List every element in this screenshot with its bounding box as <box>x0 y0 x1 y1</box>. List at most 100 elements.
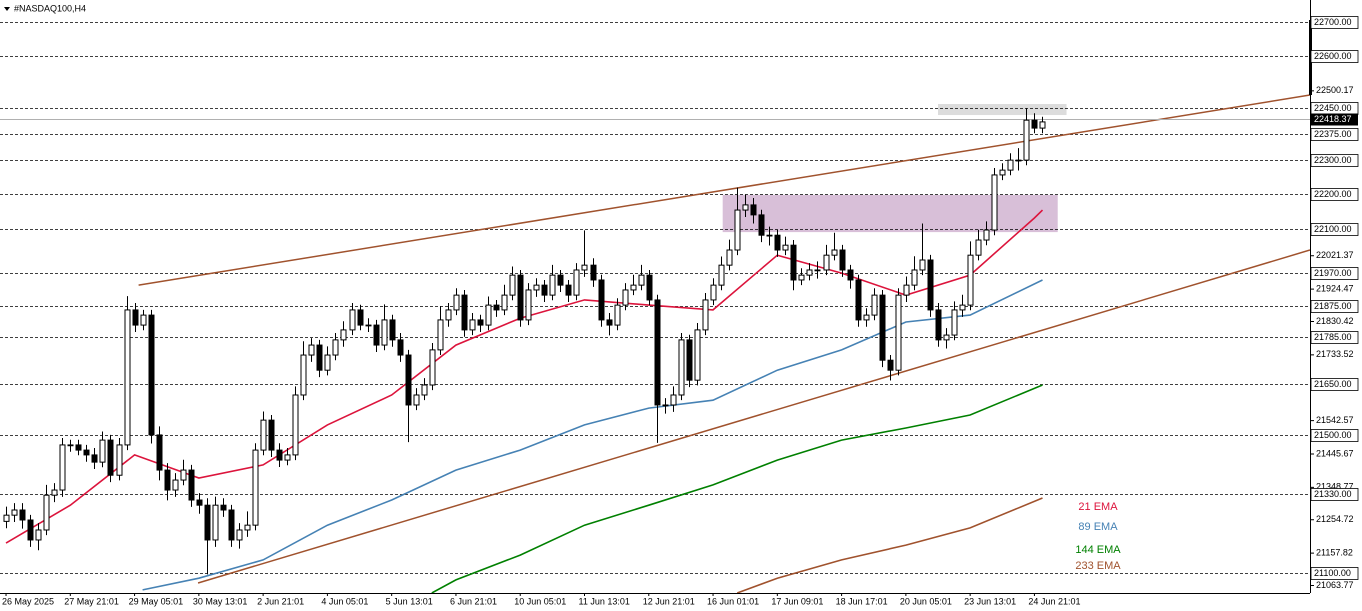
candle-body <box>349 309 356 331</box>
trend-line <box>138 94 1310 286</box>
candle-body <box>831 249 838 256</box>
candle-body <box>140 314 147 326</box>
candle-body <box>911 269 918 286</box>
candle-body <box>373 324 380 346</box>
ema-line <box>5 209 1044 544</box>
candle-body <box>750 204 757 216</box>
candle-body <box>967 254 974 306</box>
candle-body <box>51 489 58 496</box>
plot-area <box>0 22 1310 593</box>
y-tick-label: 21445.67 <box>1316 448 1354 458</box>
y-tick-label: 21157.82 <box>1316 547 1353 557</box>
candle-body <box>903 284 910 296</box>
legend-entry: 89 EMA <box>1078 521 1118 533</box>
x-tick-label: 24 Jun 21:01 <box>1028 596 1080 606</box>
y-tick-label: 21100.00 <box>1314 568 1351 578</box>
candle-body <box>879 294 886 361</box>
y-tick-box <box>1310 223 1359 236</box>
candle-body <box>622 289 629 306</box>
candle-body <box>1015 159 1022 162</box>
candle-body <box>565 284 572 296</box>
candle-body <box>91 454 98 463</box>
y-tick-label: 21650.00 <box>1314 379 1352 389</box>
candle-body <box>549 274 556 296</box>
candle-body <box>164 469 171 491</box>
candle-body <box>284 454 291 461</box>
x-tick-label: 10 Jun 05:01 <box>514 596 566 606</box>
candle-body <box>646 274 653 301</box>
candle-body <box>718 264 725 286</box>
candle-body <box>220 504 227 511</box>
candle-body <box>485 304 492 326</box>
candle-body <box>212 504 219 541</box>
ema-line <box>736 497 1043 593</box>
candle-body <box>332 339 339 356</box>
candle-body <box>774 234 781 251</box>
y-tick-box <box>1310 50 1359 63</box>
candle-body <box>357 309 364 326</box>
x-tick-label: 6 Jun 21:01 <box>450 596 497 606</box>
candle-body <box>742 204 749 211</box>
x-tick-label: 30 May 13:01 <box>193 596 248 606</box>
candle-body <box>308 344 315 356</box>
candle-body <box>429 349 436 386</box>
candle-body <box>59 444 66 491</box>
y-tick-box <box>1310 429 1359 442</box>
last-price-box <box>1311 113 1358 126</box>
y-tick-label: 21733.52 <box>1316 349 1354 359</box>
candle-body <box>83 449 90 456</box>
y-tick-box <box>1310 188 1359 201</box>
candle-body <box>541 284 548 296</box>
candle-body <box>557 274 564 286</box>
y-tick-label: 22300.00 <box>1314 155 1352 165</box>
candle-body <box>493 304 500 311</box>
trend-line <box>197 249 1310 584</box>
candle-body <box>1031 119 1038 129</box>
y-tick-box <box>1310 488 1359 501</box>
candle-body <box>3 514 10 522</box>
candle-body <box>951 309 958 336</box>
y-tick-box <box>1310 567 1359 580</box>
y-tick-label: 21970.00 <box>1314 268 1352 278</box>
candle-body <box>662 404 669 407</box>
x-tick-label: 27 May 21:01 <box>64 596 119 606</box>
y-tick-label: 22450.00 <box>1314 103 1352 113</box>
axes: 22500.17 22021.37 21924.47 21830.42 21733.52… <box>2 16 1359 606</box>
candle-body <box>1039 121 1046 129</box>
candle-body <box>445 309 452 321</box>
candle-body <box>11 509 18 516</box>
candle-body <box>1007 159 1014 171</box>
y-tick-label: 21785.00 <box>1314 332 1352 342</box>
candle-body <box>469 319 476 331</box>
candle-body <box>340 329 347 341</box>
candle-body <box>581 264 588 271</box>
candle-body <box>590 264 597 281</box>
y-tick-label: 22100.00 <box>1314 224 1352 234</box>
candle-body <box>517 274 524 321</box>
candle-body <box>847 269 854 281</box>
candle-body <box>806 269 813 276</box>
legend-entry: 144 EMA <box>1075 544 1121 556</box>
candle-body <box>43 494 50 531</box>
candle-body <box>75 444 82 451</box>
candle-body <box>148 314 155 436</box>
candle-body <box>991 174 998 231</box>
candle-body <box>814 269 821 272</box>
candle-body <box>27 519 34 541</box>
candle-body <box>365 324 372 327</box>
candle-body <box>839 249 846 271</box>
candle-body <box>798 274 805 281</box>
candle-body <box>702 299 709 331</box>
menu-triangle[interactable] <box>4 7 10 11</box>
candle-body <box>983 229 990 241</box>
candle-body <box>381 319 388 346</box>
candle-body <box>397 339 404 356</box>
x-tick-label: 20 Jun 05:01 <box>900 596 952 606</box>
x-tick-label: 4 Jun 05:01 <box>321 596 368 606</box>
candle-body <box>324 354 331 371</box>
candle-body <box>686 339 693 381</box>
y-tick-label: 21348.77 <box>1316 482 1354 492</box>
candle-body <box>758 214 765 236</box>
candle-body <box>116 444 123 476</box>
candle-body <box>606 319 613 326</box>
